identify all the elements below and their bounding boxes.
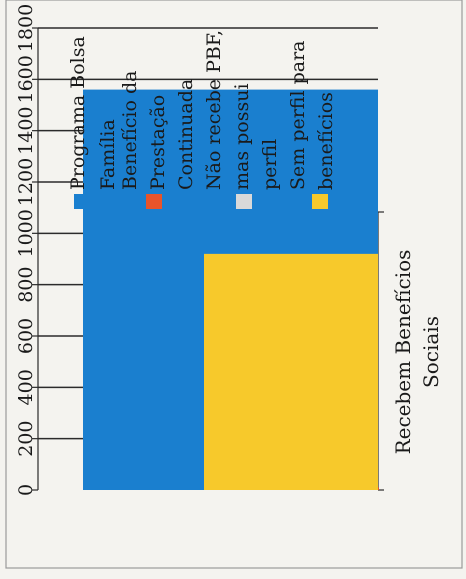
category-label: Recebem Benefícios — [391, 250, 415, 455]
value-tick-label: 1200 — [15, 158, 37, 206]
legend-label: Benefício da — [119, 71, 141, 190]
bar-4 — [204, 253, 378, 490]
value-tick-label: 400 — [15, 369, 37, 405]
value-tick-label: 0 — [15, 484, 37, 496]
value-tick-label: 1000 — [15, 209, 37, 257]
legend-label: mas possui — [231, 83, 253, 190]
legend-swatch — [236, 194, 252, 209]
legend-swatch — [312, 194, 328, 209]
legend-label: Não recebe PBF, — [203, 30, 225, 190]
value-tick-label: 600 — [15, 318, 37, 354]
bars — [83, 89, 379, 490]
value-tick-label: 1600 — [15, 55, 37, 103]
legend: Programa Bolsa Família Benefício da Prestaç… — [67, 30, 337, 209]
value-tick-label: 1800 — [15, 4, 37, 52]
value-tick-label: 800 — [15, 267, 37, 303]
legend-label: perfil — [259, 139, 281, 190]
legend-label: Prestação — [147, 95, 169, 190]
chart-frame — [5, 0, 463, 569]
legend-swatch — [146, 194, 162, 209]
legend-label: Programa Bolsa — [67, 36, 89, 190]
category-label-group: Recebem Benefícios Sociais — [391, 250, 443, 455]
legend-label: Família — [97, 119, 119, 190]
category-label: Sociais — [419, 316, 443, 388]
tick-labels: 0 200 400 600 800 1000 1200 1400 1600 1800 — [15, 4, 37, 496]
legend-label: Sem perfil para — [287, 41, 309, 191]
legend-label: Continuada — [175, 79, 197, 190]
legend-label: benefícios — [315, 92, 337, 190]
value-tick-label: 1400 — [15, 106, 37, 154]
value-tick-label: 200 — [15, 421, 37, 457]
legend-swatch — [74, 194, 90, 209]
